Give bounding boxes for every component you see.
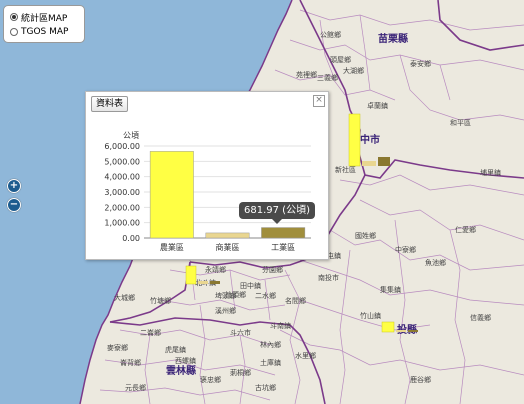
zoom-in-button[interactable]: + [7,179,21,193]
township-label: 田中鎮 [240,281,261,290]
y-tick-label: 3,000.00 [104,188,140,197]
township-label: 集集鎮 [380,285,401,294]
layer-option-tgos-map[interactable]: TGOS MAP [10,25,68,39]
township-label: 斗六市 [230,328,251,337]
county-label: 雲林縣 [166,364,196,377]
layer-switcher: 統計區MAP TGOS MAP [3,5,85,43]
township-label: 苑裡鄉 [296,70,317,79]
township-label: 竹山鎮 [360,311,381,320]
township-label: 泰安鄉 [410,59,431,68]
township-label: 和平區 [450,118,471,127]
township-label: 芬園鄉 [262,265,283,274]
radio-selected-icon[interactable] [10,13,18,21]
township-label: 名間鄉 [285,296,306,305]
township-label: 二水鄉 [255,291,276,300]
y-tick-label: 0.00 [122,234,140,243]
township-label: 魚池鄉 [425,258,446,267]
township-label: 古坑鄉 [255,383,276,392]
township-label: 草屯鎮 [320,251,341,260]
zoom-out-button[interactable]: − [7,198,21,212]
township-label: 林內鄉 [260,340,281,349]
township-label: 元長鄉 [125,383,146,392]
y-tick-label: 1,000.00 [104,219,140,228]
y-tick-label: 5,000.00 [104,157,140,166]
township-label: 頭屋鄉 [330,55,351,64]
map-bars [185,113,418,333]
layer-option-label: 統計區MAP [21,13,68,24]
township-label: 公館鄉 [320,30,341,39]
chart-popup: 資料表 × 公頃 0.00 1,000.00 2,000.00 3,000.00 4,0… [85,91,329,260]
township-label: 永靖鄉 [205,265,226,274]
layer-option-label: TGOS MAP [21,27,69,37]
bar-chart: 公頃 0.00 1,000.00 2,000.00 3,000.00 4,000.00 5… [104,131,311,252]
township-label: 麥寮鄉 [107,343,128,352]
township-boundaries [99,9,524,404]
township-label: 斗南鎮 [270,321,291,330]
township-label: 仁愛鄉 [455,225,476,234]
y-tick-label: 6,000.00 [104,142,140,151]
y-tick-label: 4,000.00 [104,173,140,182]
county-label: 投縣 [397,323,417,336]
township-label: 崙背鄉 [120,358,141,367]
close-icon[interactable]: × [313,95,325,107]
township-label: 信義鄉 [470,313,491,322]
township-label: 水里鄉 [295,351,316,360]
township-label: 莿桐鄉 [230,368,251,377]
y-axis-title: 公頃 [123,131,139,140]
township-label: 國姓鄉 [355,231,376,240]
township-label: 大城鄉 [114,293,135,302]
township-label: 鹿谷鄉 [410,375,431,384]
township-label: 大湖鄉 [343,66,364,75]
bar-1[interactable] [149,151,194,239]
bar-2[interactable] [205,232,250,239]
layer-option-stat-map[interactable]: 統計區MAP [10,10,67,24]
township-label: 虎尾鎮 [165,345,186,354]
township-label: 土庫鎮 [260,358,281,367]
x-category-label: 商業區 [216,242,240,252]
township-label: 西螺鎮 [175,356,196,365]
radio-unselected-icon[interactable] [10,28,18,36]
county-label: 苗栗縣 [378,32,408,45]
township-label: 社頭鄉 [225,290,246,299]
data-table-button[interactable]: 資料表 [91,96,129,112]
township-label: 南投市 [318,273,339,282]
township-label: 埤頭鄉 [215,291,236,300]
township-label: 二崙鄉 [140,328,161,337]
township-label: 三義鄉 [317,73,338,82]
county-label: 中市 [360,133,380,146]
y-tick-label: 2,000.00 [104,203,140,212]
bar-tooltip: 681.97 (公頃) [239,202,315,224]
x-category-label: 工業區 [271,242,295,252]
county-boundaries [109,0,524,404]
township-label: 褒忠鄉 [200,375,221,384]
township-label: 卓蘭鎮 [367,101,388,110]
township-label: 埔里鎮 [480,168,501,177]
township-label: 溪州鄉 [215,306,236,315]
township-label: 中寮鄉 [395,245,416,254]
bar-3[interactable] [261,227,306,239]
township-label: 竹塘鄉 [150,296,171,305]
township-label: 新社區 [335,165,356,174]
x-category-label: 農業區 [160,242,184,252]
